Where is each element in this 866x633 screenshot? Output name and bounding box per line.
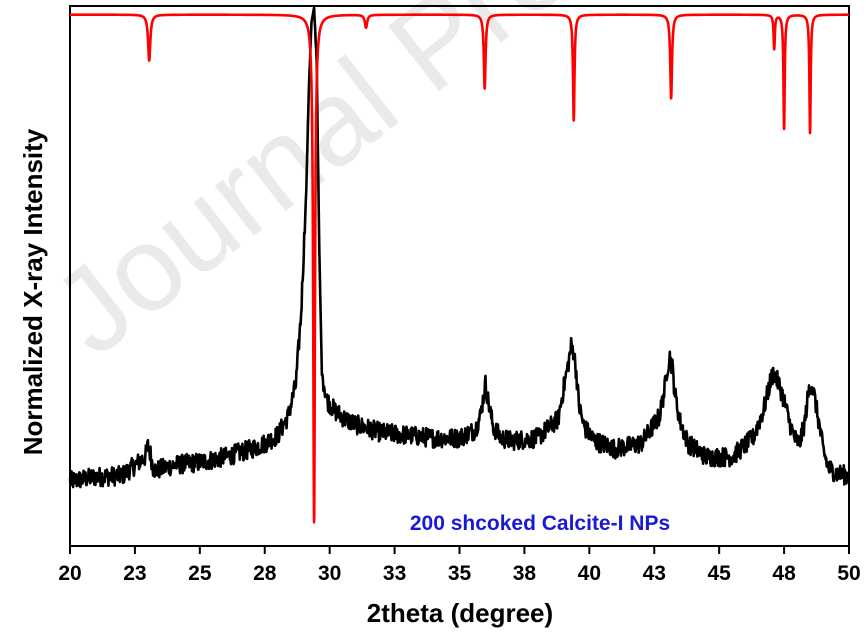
series-layer: [68, 6, 851, 524]
x-tick-label: 43: [643, 562, 666, 585]
x-tick-label: 45: [707, 562, 731, 585]
x-tick-label: 30: [318, 562, 341, 585]
y-axis-title: Normalized X-ray Intensity: [18, 128, 48, 455]
series-line-simulated: [68, 13, 851, 524]
x-axis-title: 2theta (degree): [367, 598, 553, 628]
x-tick-label: 33: [383, 562, 406, 585]
series-line-experimental: [68, 6, 851, 489]
x-tick-label: 38: [513, 562, 537, 585]
x-tick-label: 25: [188, 562, 212, 585]
annotations: Simulated Calcite -I NPsICSD: 20179200 s…: [410, 512, 670, 535]
x-tick-label: 20: [58, 562, 81, 585]
x-tick-label: 50: [837, 562, 860, 585]
x-ticks: 20 23 25 28 30 33 35 38 40 43 45 48 50: [58, 546, 861, 585]
annotation-2: 200 shcoked Calcite-I NPs: [410, 512, 670, 535]
x-tick-label: 35: [448, 562, 472, 585]
x-tick-label: 40: [578, 562, 601, 585]
x-tick-label: 48: [772, 562, 796, 585]
x-tick-label: 28: [253, 562, 277, 585]
x-tick-label: 23: [123, 562, 146, 585]
